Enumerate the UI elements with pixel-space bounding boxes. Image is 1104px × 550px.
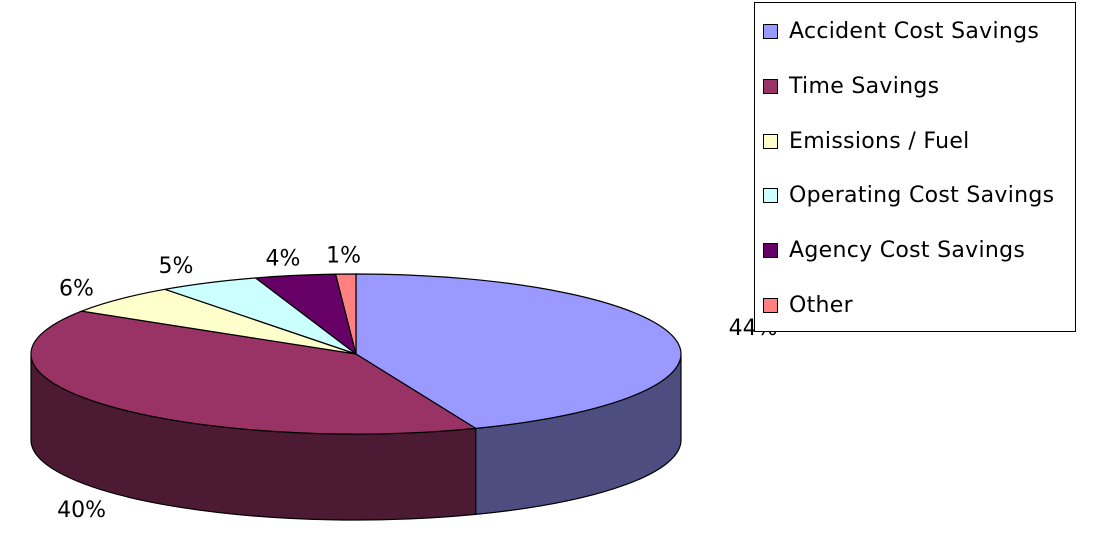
legend-item-emissions-fuel: Emissions / Fuel [763,126,970,156]
legend-item-time-savings: Time Savings [763,71,939,101]
slice-other [334,273,357,355]
legend-item-operating-cost-savings: Operating Cost Savings [763,180,1054,210]
legend: Accident Cost Savings Time Savings Emiss… [754,2,1076,332]
slice-emissions-fuel [79,288,357,355]
legend-label: Operating Cost Savings [789,182,1055,208]
legend-swatch [763,23,778,39]
legend-item-agency-cost-savings: Agency Cost Savings [763,235,1025,265]
pie-slices [30,273,682,435]
legend-swatch [763,78,778,94]
slice-time-savings [30,310,478,435]
legend-swatch [763,242,778,258]
legend-swatch [763,297,778,313]
legend-label: Time Savings [789,73,940,99]
pct-label-time-savings: 40% [57,498,106,523]
legend-swatch [763,187,778,203]
legend-swatch [763,133,778,149]
legend-label: Other [789,292,853,318]
legend-item-accident-cost-savings: Accident Cost Savings [763,16,1039,46]
pct-label-agency-cost-savings: 4% [265,247,300,272]
pct-label-other: 1% [326,243,361,268]
slice-accident-cost-savings [355,273,682,429]
pct-label-emissions-fuel: 6% [59,276,94,301]
legend-label: Agency Cost Savings [789,237,1026,263]
legend-item-other: Other [763,290,853,320]
legend-label: Accident Cost Savings [789,18,1040,44]
legend-label: Emissions / Fuel [789,128,970,154]
pct-label-operating-cost-savings: 5% [159,254,194,279]
